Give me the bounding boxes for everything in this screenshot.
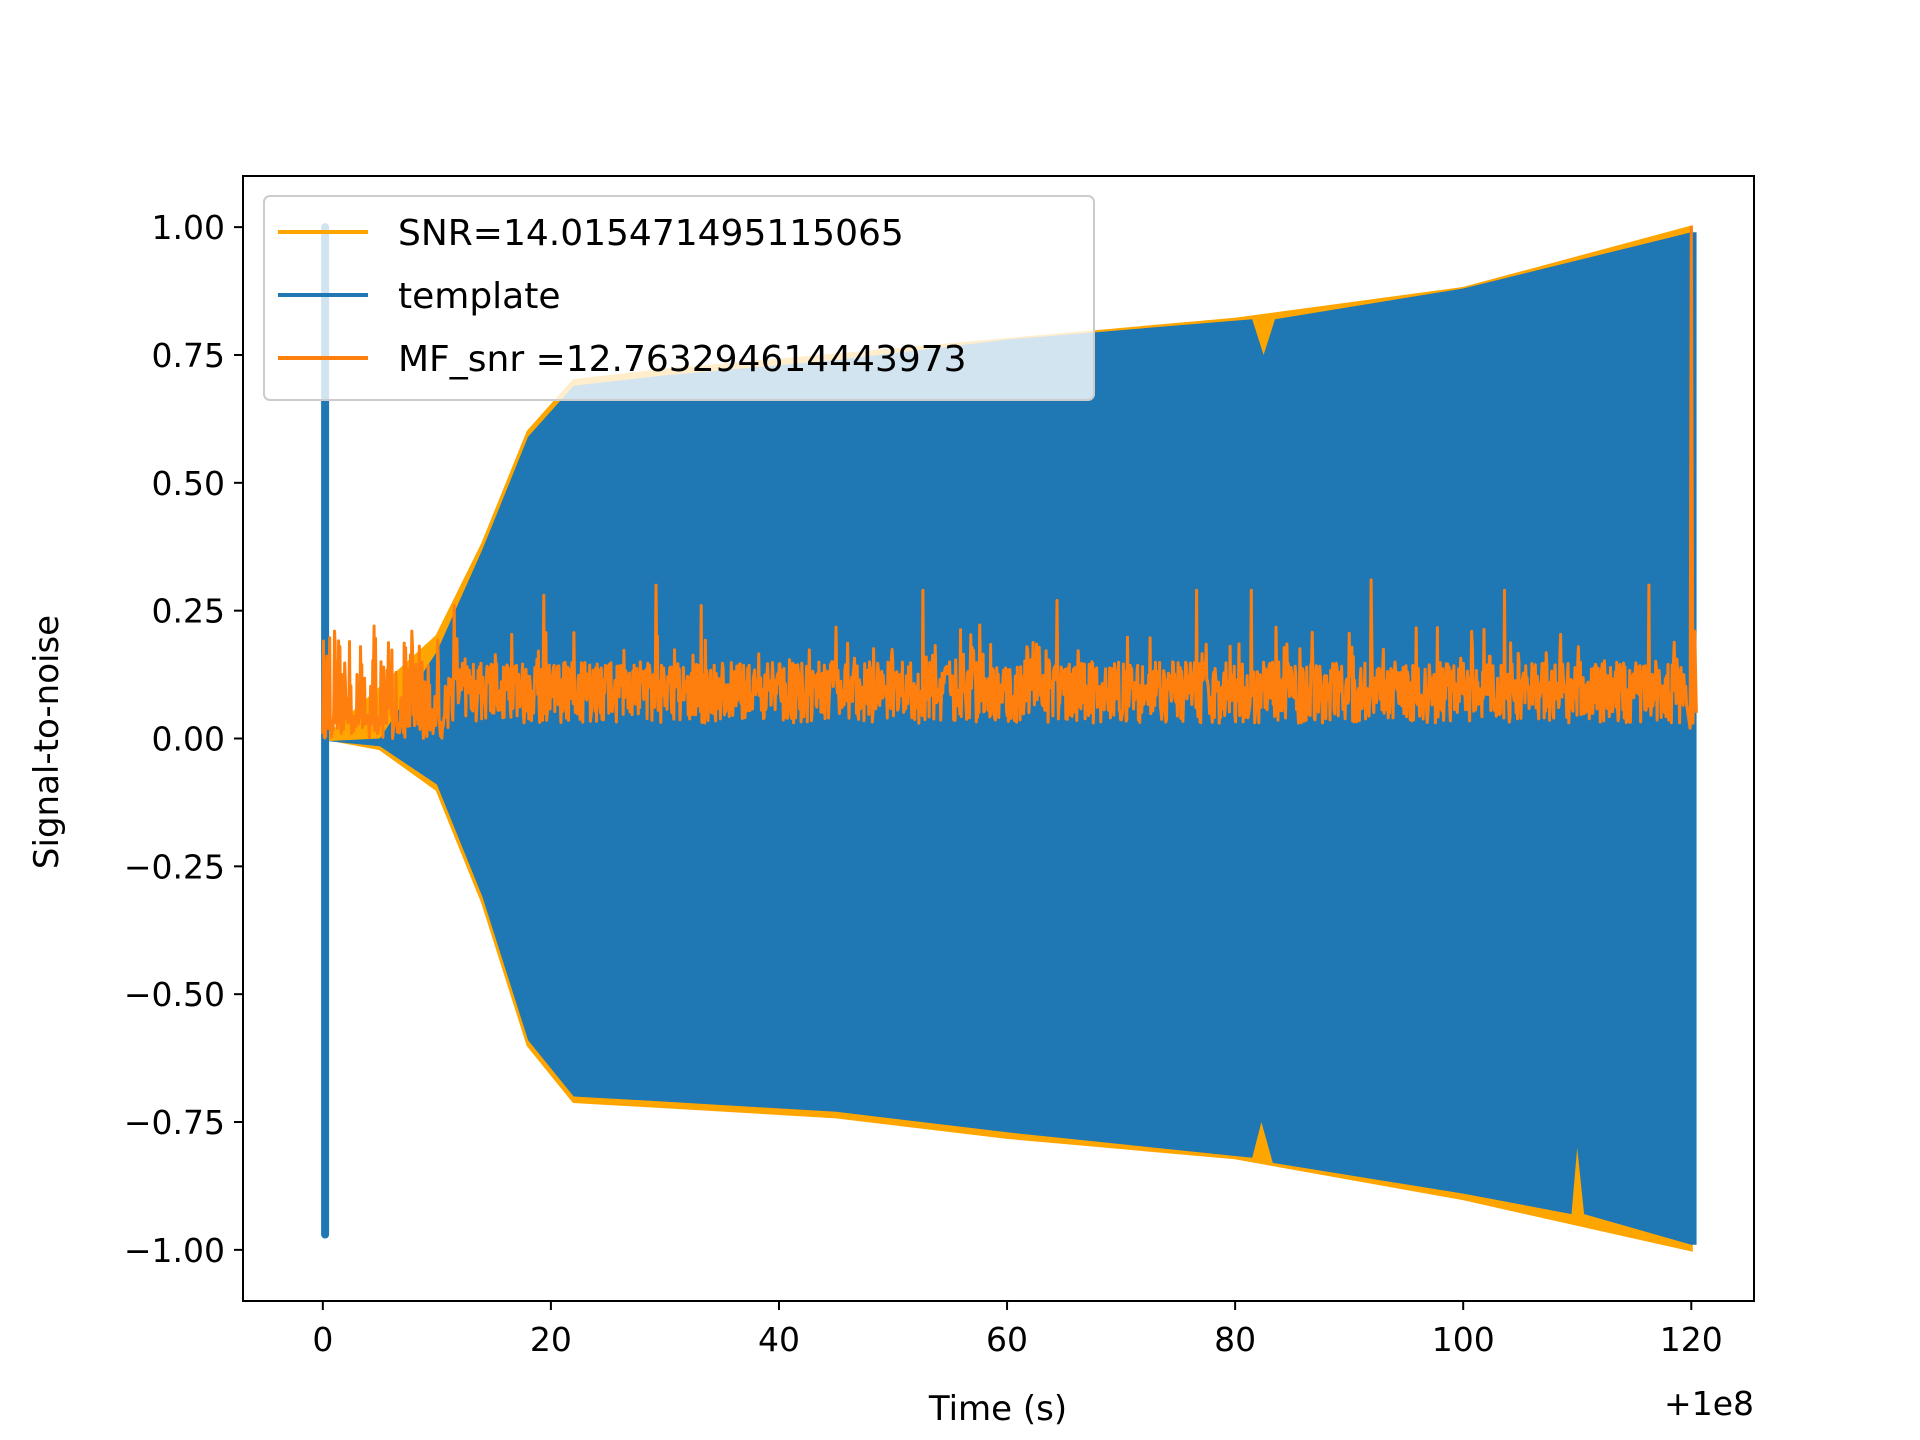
x-tick-label: 40 (758, 1320, 800, 1359)
y-axis: 1.00 0.75 0.50 0.25 0.00 −0.25 −0.50 −0.75 −1.00 (124, 208, 243, 1270)
y-tick-label: −0.25 (124, 847, 225, 886)
x-tick-label: 0 (312, 1320, 333, 1359)
legend-box (263, 195, 1095, 401)
x-axis: 0 20 40 60 80 100 120 (312, 1301, 1723, 1359)
plot-data (321, 223, 1698, 1252)
x-tick-label: 60 (986, 1320, 1028, 1359)
x-tick-label: 20 (530, 1320, 572, 1359)
x-axis-label: Time (s) (928, 1389, 1067, 1429)
x-offset-label: +1e8 (1664, 1384, 1754, 1423)
y-tick-label: 1.00 (152, 208, 225, 247)
x-tick-label: 80 (1214, 1320, 1256, 1359)
legend: SNR=14.015471495115065 template MF_snr =1… (263, 195, 1095, 401)
legend-label: template (398, 276, 561, 317)
template-series (327, 232, 1692, 1245)
mf-snr-series (321, 225, 1698, 740)
x-tick-label: 100 (1432, 1320, 1495, 1359)
y-tick-label: −1.00 (124, 1231, 225, 1270)
legend-label: SNR=14.015471495115065 (398, 213, 904, 254)
y-axis-label: Signal-to-noise (27, 615, 67, 869)
y-tick-label: 0.75 (152, 336, 225, 375)
y-tick-label: 0.00 (152, 720, 225, 759)
legend-label: MF_snr =12.763294614443973 (398, 339, 967, 380)
x-tick-label: 120 (1660, 1320, 1723, 1359)
y-tick-label: 0.25 (152, 592, 225, 631)
y-tick-label: 0.50 (152, 464, 225, 503)
y-tick-label: −0.50 (124, 975, 225, 1014)
y-tick-label: −0.75 (124, 1103, 225, 1142)
